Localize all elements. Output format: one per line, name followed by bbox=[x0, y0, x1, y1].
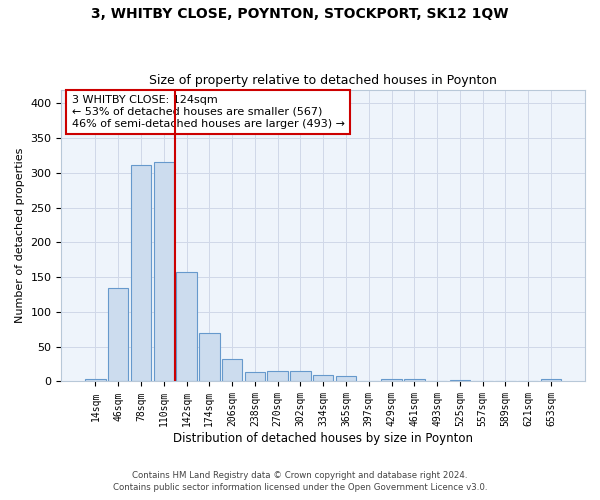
Bar bbox=[381, 378, 402, 382]
Bar bbox=[336, 376, 356, 382]
Y-axis label: Number of detached properties: Number of detached properties bbox=[15, 148, 25, 323]
Bar bbox=[108, 288, 128, 382]
Text: 3 WHITBY CLOSE: 124sqm
← 53% of detached houses are smaller (567)
46% of semi-de: 3 WHITBY CLOSE: 124sqm ← 53% of detached… bbox=[72, 96, 345, 128]
X-axis label: Distribution of detached houses by size in Poynton: Distribution of detached houses by size … bbox=[173, 432, 473, 445]
Bar bbox=[449, 380, 470, 382]
Bar bbox=[131, 164, 151, 382]
Text: Contains HM Land Registry data © Crown copyright and database right 2024.
Contai: Contains HM Land Registry data © Crown c… bbox=[113, 471, 487, 492]
Bar bbox=[541, 380, 561, 382]
Bar bbox=[154, 162, 174, 382]
Bar bbox=[404, 380, 425, 382]
Bar bbox=[176, 272, 197, 382]
Text: 3, WHITBY CLOSE, POYNTON, STOCKPORT, SK12 1QW: 3, WHITBY CLOSE, POYNTON, STOCKPORT, SK1… bbox=[91, 8, 509, 22]
Bar bbox=[245, 372, 265, 382]
Bar bbox=[313, 374, 334, 382]
Bar bbox=[222, 359, 242, 382]
Title: Size of property relative to detached houses in Poynton: Size of property relative to detached ho… bbox=[149, 74, 497, 87]
Bar bbox=[85, 378, 106, 382]
Bar bbox=[199, 333, 220, 382]
Bar bbox=[290, 371, 311, 382]
Bar bbox=[268, 371, 288, 382]
